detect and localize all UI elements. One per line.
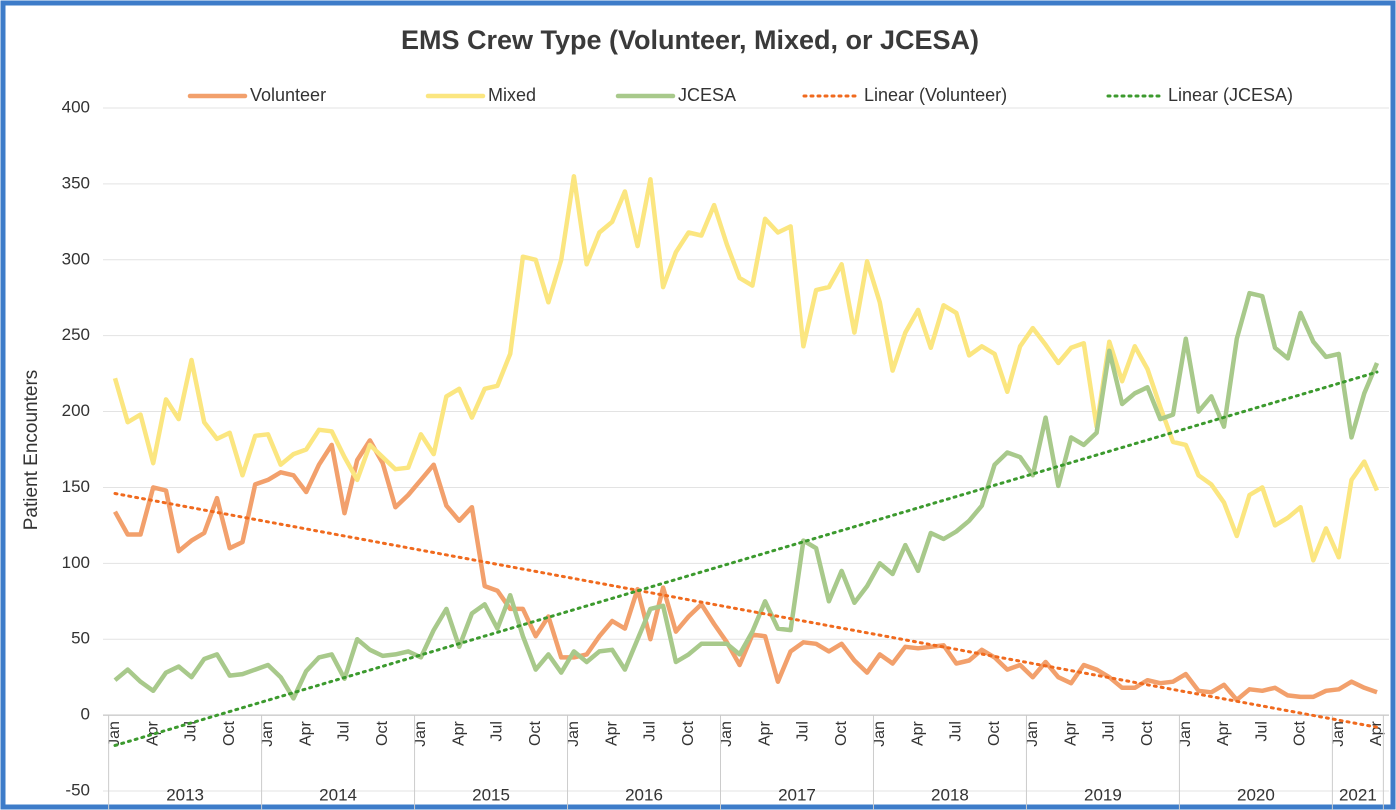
x-tick-label: Apr: [297, 720, 314, 746]
legend-label: JCESA: [678, 85, 736, 105]
x-tick-label: Jul: [1101, 721, 1118, 741]
y-tick-label: 250: [62, 325, 90, 344]
x-tick-label: Jul: [948, 721, 965, 741]
legend-label: Linear (JCESA): [1168, 85, 1293, 105]
y-tick-label: 150: [62, 477, 90, 496]
year-label: 2013: [166, 785, 204, 804]
y-tick-label: 100: [62, 553, 90, 572]
x-tick-label: Jan: [1330, 721, 1347, 747]
y-tick-label: 300: [62, 249, 90, 268]
y-tick-label: 200: [62, 401, 90, 420]
x-tick-label: Oct: [527, 721, 544, 746]
x-tick-label: Apr: [1215, 720, 1232, 746]
series-line: [113, 290, 1380, 701]
x-tick-label: Jul: [336, 721, 353, 741]
x-tick-label: Jul: [795, 721, 812, 741]
x-tick-label: Jul: [489, 721, 506, 741]
x-tick-label: Apr: [1368, 720, 1385, 746]
x-tick-label: Jan: [718, 721, 735, 747]
x-tick-label: Oct: [221, 721, 238, 746]
x-tick-label: Jul: [183, 721, 200, 741]
x-tick-label: Jan: [565, 721, 582, 747]
year-label: 2020: [1237, 785, 1275, 804]
x-tick-label: Apr: [1062, 720, 1079, 746]
year-label: 2014: [319, 785, 357, 804]
legend-label: Linear (Volunteer): [864, 85, 1007, 105]
x-tick-label: Jan: [106, 721, 123, 747]
trend-line: [113, 370, 1379, 747]
x-tick-label: Apr: [144, 720, 161, 746]
series-line: [113, 438, 1378, 703]
legend-label: Mixed: [488, 85, 536, 105]
year-label: 2021: [1339, 785, 1377, 804]
x-tick-label: Jul: [642, 721, 659, 741]
year-label: 2015: [472, 785, 510, 804]
x-tick-label: Jul: [1253, 721, 1270, 741]
x-tick-label: Oct: [833, 721, 850, 746]
x-tick-label: Apr: [909, 720, 926, 746]
year-label: 2017: [778, 785, 816, 804]
year-label: 2016: [625, 785, 663, 804]
year-label: 2019: [1084, 785, 1122, 804]
x-tick-label: Jan: [412, 721, 429, 747]
y-tick-label: 0: [81, 705, 90, 724]
x-tick-label: Oct: [1139, 721, 1156, 746]
y-tick-label: 400: [62, 97, 90, 116]
y-tick-label: 350: [62, 173, 90, 192]
x-tick-label: Oct: [986, 721, 1003, 746]
y-tick-label: 50: [71, 629, 90, 648]
x-tick-label: Apr: [603, 720, 620, 746]
x-tick-label: Jan: [259, 721, 276, 747]
y-tick-label: -50: [65, 780, 90, 799]
x-tick-label: Oct: [374, 721, 391, 746]
y-axis-label: Patient Encounters: [21, 370, 42, 531]
x-tick-label: Jan: [871, 721, 888, 747]
x-tick-label: Oct: [680, 721, 697, 746]
trend-line: [113, 492, 1379, 729]
x-tick-label: Apr: [450, 720, 467, 746]
x-tick-label: Apr: [756, 720, 773, 746]
x-tick-label: Jan: [1177, 721, 1194, 747]
series-line: [112, 174, 1380, 563]
x-tick-label: Oct: [1292, 721, 1309, 746]
x-tick-label: Jan: [1024, 721, 1041, 747]
legend-label: Volunteer: [250, 85, 326, 105]
chart-title: EMS Crew Type (Volunteer, Mixed, or JCES…: [401, 25, 979, 55]
year-label: 2018: [931, 785, 969, 804]
